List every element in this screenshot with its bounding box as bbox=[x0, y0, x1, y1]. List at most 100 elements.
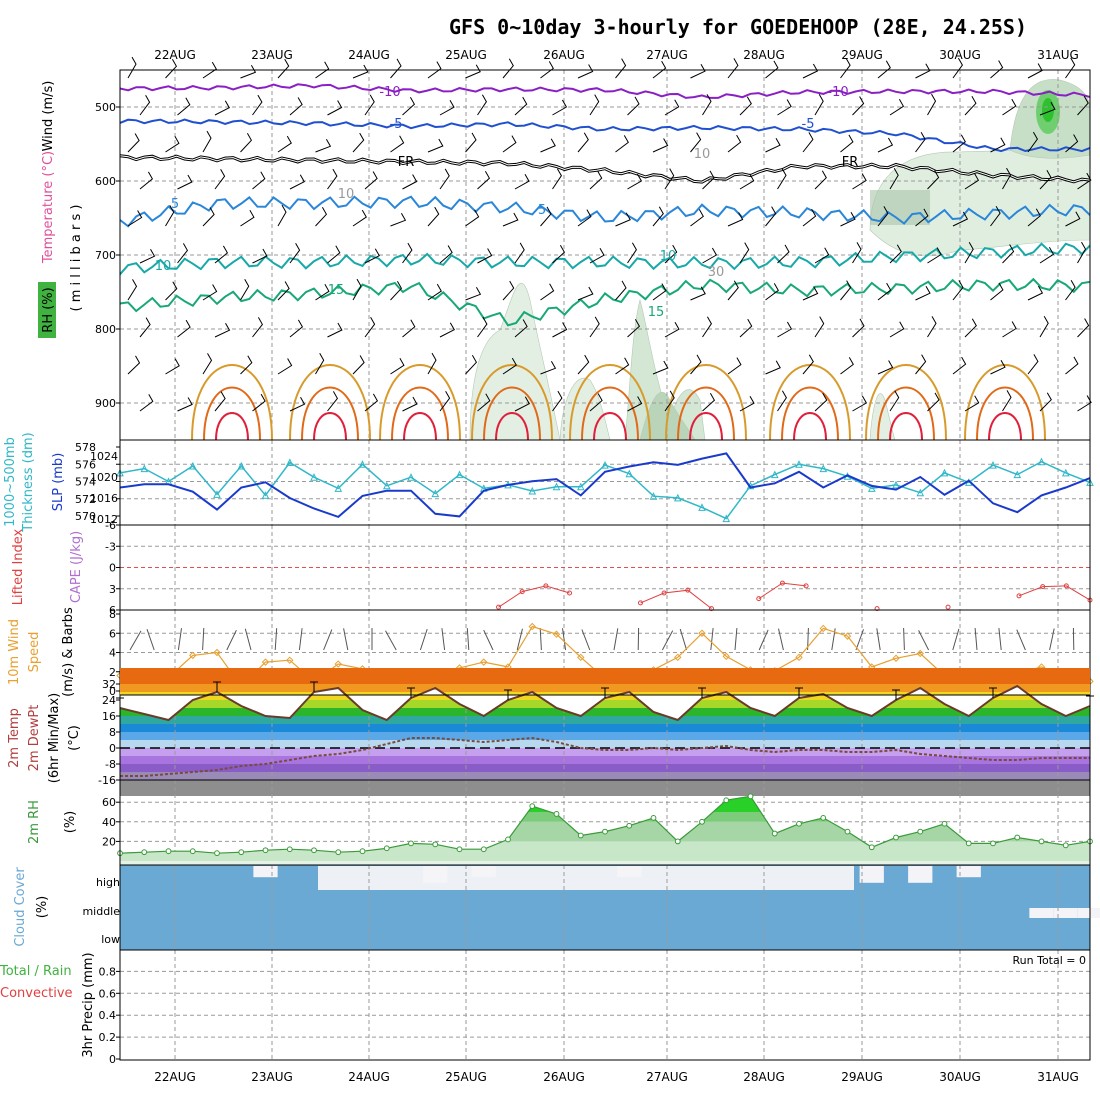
wind-barb bbox=[390, 213, 407, 227]
wind-tick-label: 6 bbox=[109, 627, 116, 640]
thickness-tick-label: 574 bbox=[75, 476, 96, 489]
wind10m-speed-point bbox=[480, 658, 488, 666]
temp-band bbox=[120, 732, 1090, 740]
wind-barb bbox=[652, 138, 669, 153]
wind-barb bbox=[427, 283, 442, 301]
cloud-series bbox=[120, 865, 1100, 950]
rh-tick-label: 40 bbox=[102, 816, 116, 829]
wind-barb bbox=[202, 353, 213, 375]
isotherm-30 bbox=[313, 412, 347, 441]
wind-barb bbox=[652, 60, 667, 79]
isotherm-25 bbox=[976, 386, 1034, 441]
rh2m-point bbox=[408, 840, 414, 847]
bottom-date-label: 28AUG bbox=[743, 1070, 785, 1084]
isotherm-fr-inner bbox=[119, 155, 1091, 183]
upper-y-tick-label: 900 bbox=[95, 397, 116, 410]
isotherm-30 bbox=[889, 412, 923, 441]
wind-barb bbox=[702, 170, 715, 190]
rh-tick-label: 20 bbox=[102, 835, 116, 848]
wind-barb bbox=[702, 316, 712, 338]
wind-barb bbox=[202, 284, 218, 301]
rh2m-band bbox=[120, 802, 1090, 822]
temp-minmax-bar bbox=[407, 687, 415, 698]
lifted-index-point bbox=[1063, 583, 1069, 589]
wind-barb bbox=[514, 319, 528, 338]
upper-y-tick-label: 600 bbox=[95, 175, 116, 188]
wind-barb bbox=[589, 393, 603, 412]
wind-barb bbox=[964, 242, 974, 264]
isotherm-25 bbox=[391, 386, 449, 441]
isotherm-line--10 bbox=[119, 83, 1091, 99]
cloud-high-gap bbox=[859, 866, 884, 883]
thickness-point bbox=[673, 493, 682, 502]
wind-barb bbox=[139, 94, 151, 116]
top-date-label: 27AUG bbox=[646, 48, 688, 62]
bottom-date-label: 24AUG bbox=[348, 1070, 390, 1084]
cloud-panel: high middle low bbox=[82, 864, 1100, 951]
wind-barb bbox=[352, 64, 369, 79]
cloud-label: Cloud Cover bbox=[13, 867, 28, 947]
wind-barb bbox=[214, 100, 230, 116]
wind-barb bbox=[702, 94, 712, 116]
wind-barb bbox=[390, 358, 405, 375]
wind-barb bbox=[315, 139, 332, 153]
rh2m-point bbox=[893, 834, 899, 841]
wind-barb bbox=[277, 204, 287, 227]
thickness-point bbox=[358, 460, 367, 468]
wind-barb bbox=[1065, 356, 1079, 375]
wind-barb bbox=[727, 280, 739, 301]
rh2m-point bbox=[820, 814, 827, 821]
wind10m-barb bbox=[298, 628, 303, 651]
rh2m-point bbox=[553, 811, 560, 817]
wind-barb bbox=[964, 318, 977, 338]
wind-barb bbox=[765, 206, 777, 227]
wind-barb bbox=[1002, 167, 1012, 190]
wind-barb bbox=[915, 208, 929, 227]
wind-barb bbox=[1002, 390, 1012, 412]
cape-label: CAPE (J/kg) bbox=[69, 531, 84, 603]
lifted-index-line bbox=[498, 582, 1091, 609]
wind-barb bbox=[127, 279, 138, 301]
lifted-index-point bbox=[756, 596, 762, 602]
rh2m-unit-label: (%) bbox=[63, 811, 78, 834]
cape-panel: -6 -3 0 3 6 bbox=[105, 519, 1093, 617]
contour-label: FR bbox=[398, 155, 415, 170]
wind-barb bbox=[877, 206, 889, 227]
wind10m-barb bbox=[202, 627, 205, 651]
cloud-level-label: high bbox=[96, 876, 120, 889]
thickness-point bbox=[213, 490, 221, 498]
temp-color-bands bbox=[120, 668, 1090, 796]
wind-barb bbox=[615, 135, 629, 153]
rh2m-point bbox=[505, 836, 511, 843]
wind-barb bbox=[465, 64, 481, 79]
wind-barb bbox=[765, 360, 781, 375]
wind-barb bbox=[577, 132, 589, 153]
rh-tick-label: 60 bbox=[102, 796, 116, 809]
wind10m-barb bbox=[855, 629, 864, 651]
wind-barb bbox=[852, 96, 865, 116]
rh2m-point bbox=[383, 845, 390, 852]
thickness-point bbox=[552, 482, 561, 491]
wind-barb bbox=[1027, 285, 1044, 301]
wind-barb bbox=[327, 391, 339, 412]
wind-barb bbox=[777, 168, 787, 190]
wind-barb bbox=[889, 99, 905, 116]
rh-shade-peak bbox=[1042, 98, 1054, 122]
wind-barb bbox=[277, 135, 292, 153]
wind-barb bbox=[214, 391, 226, 412]
thickness-point bbox=[310, 473, 318, 481]
isotherm-30 bbox=[495, 412, 529, 441]
cloud-mid-gap bbox=[1077, 908, 1100, 918]
wind-barb bbox=[1002, 98, 1017, 116]
wind-barb bbox=[552, 390, 563, 412]
bottom-date-label: 29AUG bbox=[841, 1070, 883, 1084]
contour-label: 10 bbox=[694, 147, 711, 162]
isotherm-30 bbox=[793, 412, 827, 441]
wind-barb bbox=[202, 207, 215, 227]
wind-barb bbox=[390, 58, 402, 79]
wind-barb bbox=[252, 171, 266, 190]
wind-barb bbox=[352, 132, 365, 153]
temp-minmax-bar bbox=[601, 687, 609, 698]
cape-tick-label: 3 bbox=[109, 583, 116, 596]
wind10m-speed-point bbox=[819, 624, 827, 633]
